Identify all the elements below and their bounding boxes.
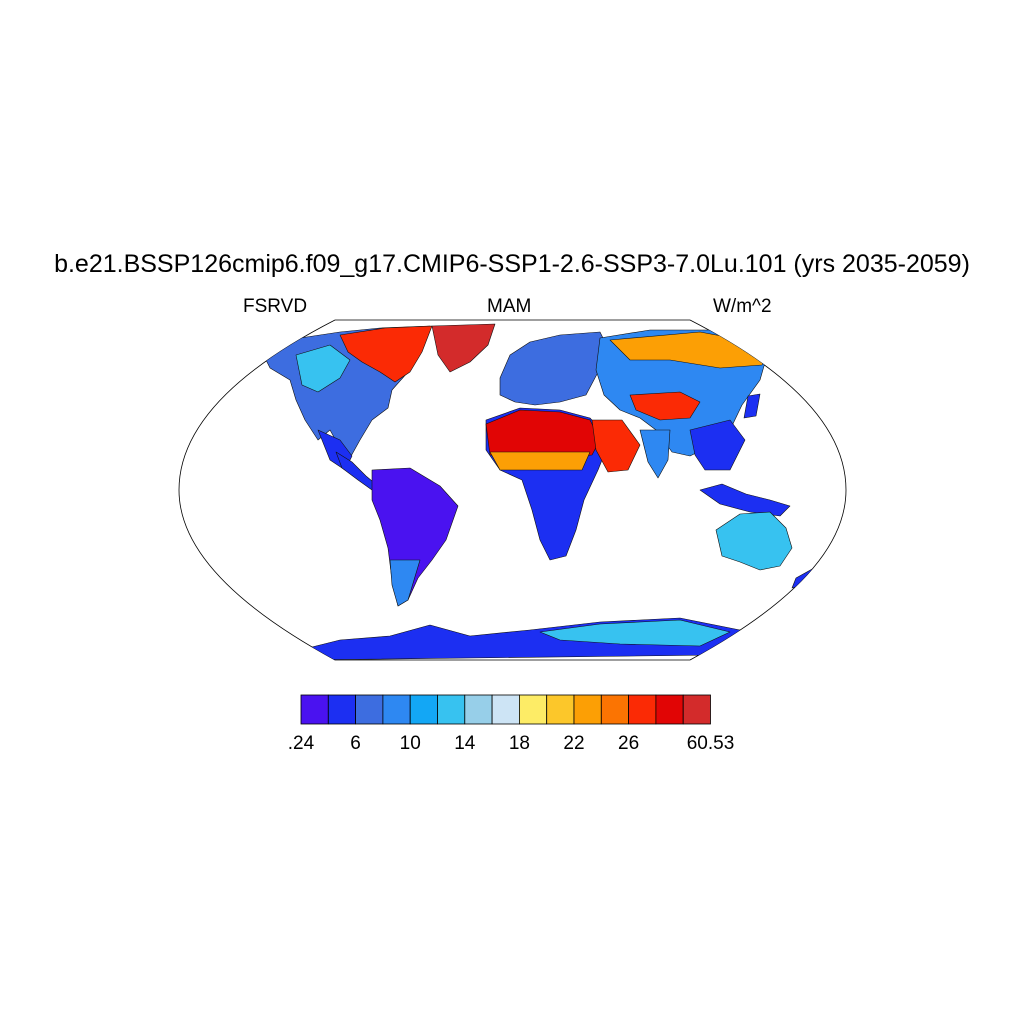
colorbar-box bbox=[300, 694, 329, 725]
japan bbox=[743, 393, 761, 419]
southeast-asia bbox=[689, 419, 746, 471]
colorbar-box bbox=[491, 694, 520, 725]
sahel bbox=[489, 451, 591, 471]
indonesia bbox=[699, 483, 791, 517]
colorbar-box bbox=[600, 694, 629, 725]
antarctica-plateau bbox=[539, 619, 731, 647]
colorbar-label: 18 bbox=[509, 733, 530, 754]
colorbar-label: 22 bbox=[563, 733, 584, 754]
variable-label: FSRVD bbox=[243, 296, 308, 317]
colorbar-box bbox=[437, 694, 466, 725]
colorbar-box bbox=[327, 694, 356, 725]
colorbar-box bbox=[519, 694, 548, 725]
australia bbox=[715, 511, 793, 571]
colorbar-box bbox=[573, 694, 602, 725]
colorbar-label: 6 bbox=[350, 733, 361, 754]
india bbox=[639, 429, 671, 479]
units-label: W/m^2 bbox=[713, 296, 772, 317]
colorbar-box bbox=[382, 694, 411, 725]
north-america-west bbox=[295, 344, 351, 393]
arabian-peninsula bbox=[591, 419, 641, 473]
colorbar-label: 14 bbox=[454, 733, 476, 754]
south-america-south bbox=[389, 559, 421, 607]
colorbar-box bbox=[409, 694, 438, 725]
colorbar-box bbox=[628, 694, 657, 725]
colorbar-box bbox=[682, 694, 711, 725]
europe bbox=[499, 331, 611, 406]
central-asia bbox=[629, 391, 701, 421]
greenland bbox=[431, 323, 496, 373]
season-label: MAM bbox=[487, 296, 532, 317]
colorbar-label: 10 bbox=[400, 733, 421, 754]
colorbar-box bbox=[655, 694, 684, 725]
north-america-arctic bbox=[339, 325, 433, 383]
colorbar-box bbox=[464, 694, 493, 725]
colorbar-label: 26 bbox=[618, 733, 639, 754]
colorbar-box bbox=[355, 694, 384, 725]
colorbar-label: .24 bbox=[288, 733, 315, 754]
plot-title: b.e21.BSSP126cmip6.f09_g17.CMIP6-SSP1-2.… bbox=[54, 250, 970, 278]
colorbar-label: 60.53 bbox=[687, 733, 735, 754]
colorbar-box bbox=[546, 694, 575, 725]
